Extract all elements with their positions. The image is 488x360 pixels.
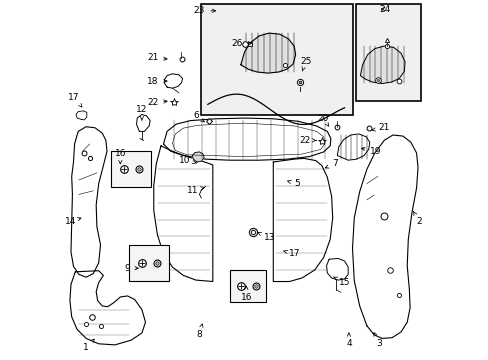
Bar	[111, 151, 151, 187]
Text: 22: 22	[299, 136, 316, 145]
Text: 4: 4	[346, 333, 351, 348]
Polygon shape	[192, 152, 204, 162]
Text: 14: 14	[65, 217, 81, 226]
Polygon shape	[326, 258, 347, 280]
Polygon shape	[337, 134, 369, 160]
Polygon shape	[273, 158, 332, 282]
Text: 24: 24	[379, 5, 390, 14]
Polygon shape	[153, 146, 212, 282]
Bar	[355, 4, 420, 101]
Bar	[201, 4, 352, 115]
Text: 22: 22	[147, 98, 167, 107]
Bar	[230, 270, 265, 302]
Polygon shape	[241, 33, 295, 73]
Text: 13: 13	[257, 232, 275, 242]
Text: 3: 3	[373, 333, 382, 348]
Text: 20: 20	[317, 114, 328, 126]
Text: 16: 16	[240, 286, 251, 302]
Text: 12: 12	[136, 105, 147, 120]
Text: 21: 21	[371, 123, 389, 132]
Text: 6: 6	[193, 111, 204, 122]
Text: 2: 2	[413, 212, 421, 226]
Text: 17: 17	[283, 249, 300, 258]
Text: 11: 11	[186, 186, 203, 195]
Text: 17: 17	[68, 93, 82, 107]
Polygon shape	[71, 127, 107, 277]
Polygon shape	[163, 118, 330, 160]
Text: 1: 1	[83, 339, 94, 352]
Text: 10: 10	[179, 156, 196, 165]
Text: 15: 15	[333, 277, 349, 287]
Text: 25: 25	[300, 57, 311, 71]
Text: 16: 16	[114, 149, 126, 164]
Text: 19: 19	[361, 147, 381, 156]
Text: 23: 23	[193, 6, 215, 15]
Polygon shape	[360, 46, 404, 84]
Text: 5: 5	[287, 179, 299, 188]
Text: 21: 21	[147, 53, 167, 62]
Polygon shape	[164, 74, 182, 88]
Polygon shape	[70, 271, 145, 345]
Polygon shape	[352, 135, 417, 338]
Text: 9: 9	[124, 264, 138, 273]
Bar	[129, 245, 168, 281]
Polygon shape	[136, 114, 150, 131]
Polygon shape	[76, 111, 87, 120]
Text: 18: 18	[147, 77, 167, 86]
Text: 8: 8	[196, 324, 203, 339]
Text: 26: 26	[230, 39, 251, 48]
Text: 7: 7	[325, 159, 337, 168]
